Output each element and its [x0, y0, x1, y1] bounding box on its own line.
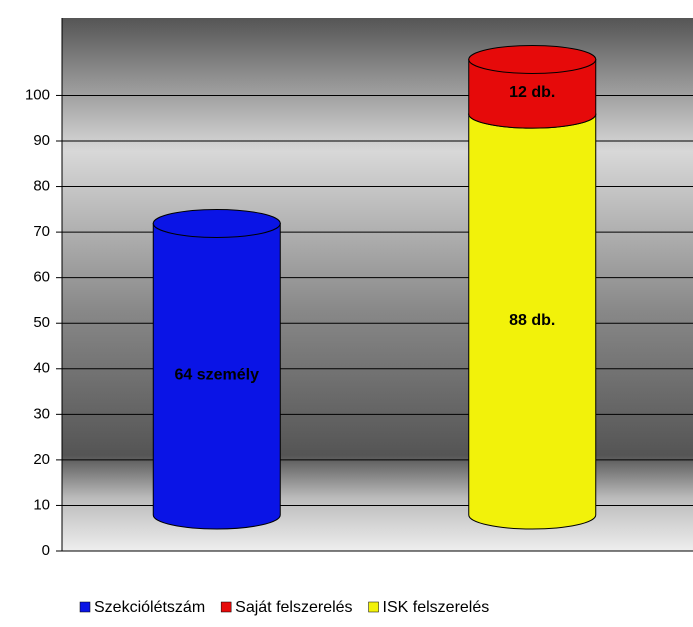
bar [152, 208, 281, 530]
bar [468, 44, 597, 129]
y-tick-label: 40 [33, 360, 50, 377]
y-tick-label: 30 [33, 405, 50, 422]
legend-label: Szekciólétszám [94, 599, 205, 616]
y-tick-label: 50 [33, 314, 50, 331]
legend-swatch [79, 601, 91, 613]
legend-label: ISK felszerelés [383, 599, 490, 616]
bar-top [152, 208, 281, 238]
y-tick-label: 90 [33, 132, 50, 149]
y-tick-label: 80 [33, 178, 50, 195]
y-tick-label: 60 [33, 269, 50, 286]
y-tick-label: 20 [33, 451, 50, 468]
bar-top [468, 44, 597, 74]
legend-label: Saját felszerelés [235, 599, 352, 616]
data-label: 12 db. [509, 84, 555, 101]
bar-body [468, 58, 597, 129]
y-tick-label: 0 [42, 542, 50, 559]
data-label: 64 személy [174, 366, 259, 383]
legend-swatch [368, 601, 379, 613]
legend-swatch [220, 601, 232, 613]
bar-body [152, 222, 281, 530]
y-tick-label: 10 [33, 496, 50, 513]
data-label: 88 db. [509, 312, 555, 329]
y-tick-label: 100 [25, 86, 50, 103]
bar-body [468, 113, 597, 530]
y-tick-label: 70 [33, 223, 50, 240]
